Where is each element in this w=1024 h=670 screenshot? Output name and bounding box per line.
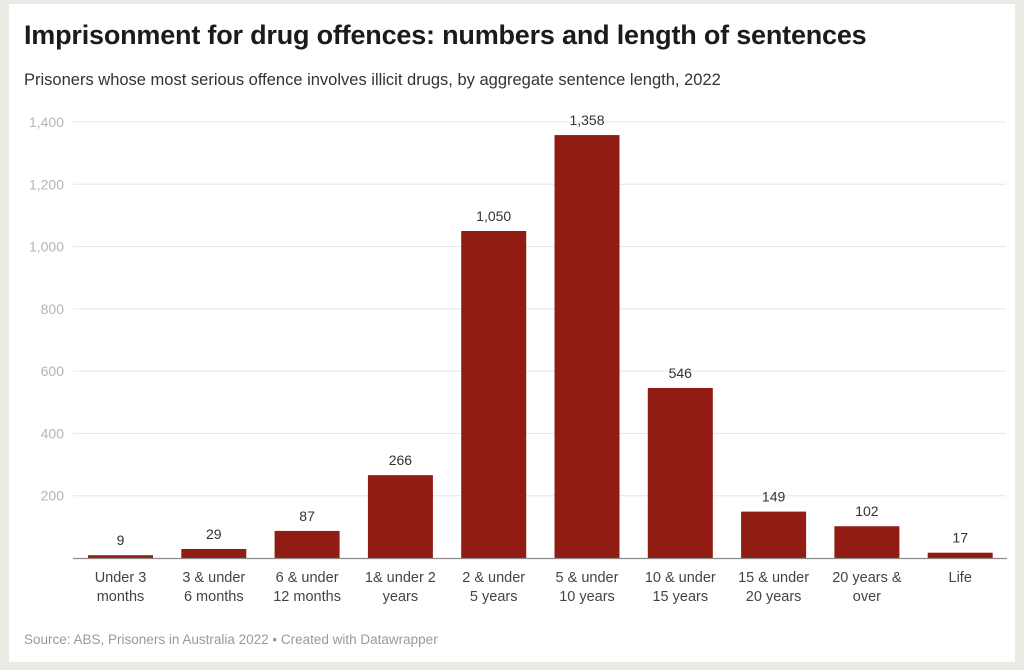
x-tick-label-line: 3 & under (182, 570, 245, 586)
x-tick-label-line: 1& under 2 (365, 570, 436, 586)
bar (461, 231, 527, 558)
x-tick-label-line: 5 & under (556, 570, 619, 586)
x-tick-label-line: 12 months (273, 589, 341, 605)
y-tick-label: 800 (41, 301, 65, 317)
x-tick-label-line: years (383, 589, 418, 605)
data-labels: 9 29 87 266 1,050 1,358 546 149 102 17 (117, 112, 969, 548)
bar (367, 475, 433, 558)
data-label: 17 (952, 530, 968, 546)
bar (647, 387, 713, 558)
y-axis-ticks: 200 400 600 800 1,000 1,200 1,400 (29, 114, 64, 504)
x-tick-label-line: 5 years (470, 589, 518, 605)
x-tick-label: 3 & under 6 months (182, 570, 245, 605)
x-tick-label-line: months (97, 589, 145, 605)
bar (927, 552, 993, 558)
y-tick-label: 1,000 (29, 239, 64, 255)
x-tick-label: 6 & under 12 months (273, 570, 341, 605)
x-tick-label-line: 20 years (746, 589, 802, 605)
y-tick-label: 1,200 (29, 176, 64, 192)
x-tick-label: Life (949, 570, 972, 586)
bar (274, 530, 340, 558)
chart-subtitle: Prisoners whose most serious offence inv… (24, 71, 721, 89)
x-tick-label-line: 2 & under (462, 570, 525, 586)
x-tick-label-line: Under 3 (95, 570, 147, 586)
bar (741, 511, 807, 558)
data-label: 87 (299, 508, 315, 524)
y-tick-label: 200 (41, 488, 65, 504)
data-label: 266 (389, 452, 413, 468)
data-label: 1,358 (569, 112, 604, 128)
x-tick-label: 5 & under 10 years (556, 570, 619, 605)
x-tick-label: 15 & under 20 years (738, 570, 809, 605)
x-axis-labels: Under 3 months 3 & under 6 months 6 & under 1… (95, 570, 972, 605)
x-tick-label: 20 years & over (832, 570, 902, 605)
x-tick-label-line: 10 years (559, 589, 615, 605)
y-tick-label: 600 (41, 363, 65, 379)
data-label: 546 (669, 365, 693, 381)
x-tick-label: Under 3 months (95, 570, 147, 605)
bar (554, 135, 620, 558)
data-label: 102 (855, 503, 879, 519)
chart-source-note: Source: ABS, Prisoners in Australia 2022… (24, 632, 438, 647)
x-tick-label: 1& under 2 years (365, 570, 436, 605)
x-tick-label: 2 & under 5 years (462, 570, 525, 605)
bar (88, 555, 153, 558)
data-label: 1,050 (476, 208, 511, 224)
bar (834, 526, 900, 558)
gridlines (73, 121, 1006, 497)
x-tick-label-line: 20 years & (832, 570, 902, 586)
bar (181, 548, 247, 558)
y-tick-label: 1,400 (29, 114, 64, 130)
x-tick-label-line: 6 & under (276, 570, 339, 586)
chart-title: Imprisonment for drug offences: numbers … (24, 20, 867, 50)
x-tick-label-line: over (853, 589, 881, 605)
bars (88, 135, 993, 558)
data-label: 9 (117, 532, 125, 548)
x-tick-label-line: 15 years (652, 589, 708, 605)
y-tick-label: 400 (41, 425, 65, 441)
x-tick-label-line: Life (949, 570, 972, 586)
data-label: 29 (206, 526, 222, 542)
x-tick-label-line: 10 & under (645, 570, 716, 586)
x-tick-label-line: 6 months (184, 589, 244, 605)
data-label: 149 (762, 489, 786, 505)
x-tick-label: 10 & under 15 years (645, 570, 716, 605)
x-tick-label-line: 15 & under (738, 570, 809, 586)
